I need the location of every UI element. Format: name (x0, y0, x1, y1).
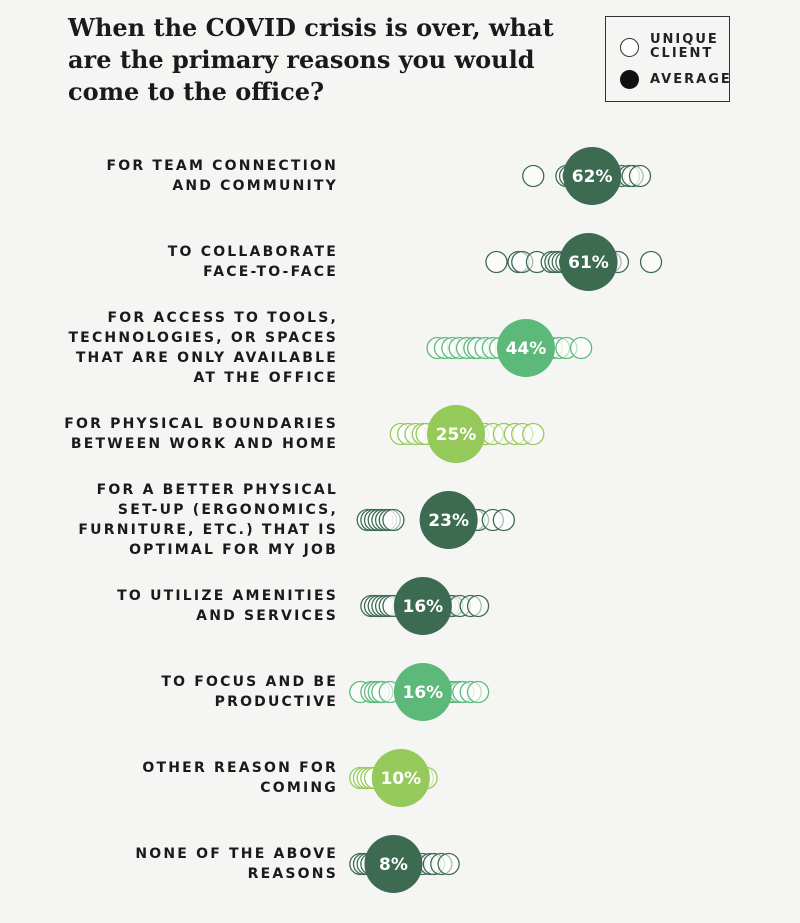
legend-label: AVERAGE (650, 71, 732, 87)
average-point (427, 405, 485, 463)
category-label: TO UTILIZE AMENITIES AND SERVICES (117, 588, 338, 624)
unique-client-point (522, 164, 545, 188)
unique-client-point (628, 164, 652, 188)
unique-client-point (639, 250, 663, 274)
average-data-label: 23% (428, 511, 469, 531)
average-data-label: 8% (379, 855, 408, 875)
chart-legend: UNIQUE CLIENT AVERAGE (605, 16, 730, 102)
category-row: 61% (485, 233, 663, 291)
average-point (364, 835, 423, 893)
category-label: FOR A BETTER PHYSICAL SET-UP (ERGONOMICS,… (78, 482, 338, 558)
unique-client-point (437, 852, 460, 876)
category-label: NONE OF THE ABOVE REASONS (135, 846, 338, 882)
chart-title: When the COVID crisis is over, what are … (68, 13, 554, 106)
category-label: FOR TEAM CONNECTION AND COMMUNITY (106, 158, 338, 194)
average-point (393, 663, 452, 721)
unique-client-point (522, 422, 545, 446)
average-data-label: 10% (380, 769, 421, 789)
average-point (371, 749, 430, 807)
unique-client-point (466, 594, 490, 618)
hollow-circle-icon (620, 37, 639, 57)
unique-client-point (466, 680, 490, 704)
category-label: FOR PHYSICAL BOUNDARIES BETWEEN WORK AND … (64, 416, 338, 452)
unique-client-point (569, 336, 593, 360)
legend-item-average: AVERAGE (620, 70, 732, 89)
category-label: OTHER REASON FOR COMING (142, 760, 338, 796)
category-label: FOR ACCESS TO TOOLS, TECHNOLOGIES, OR SPA… (68, 310, 338, 386)
unique-client-point (492, 508, 515, 532)
unique-client-point (382, 508, 405, 532)
average-point (419, 491, 478, 549)
average-data-label: 61% (568, 253, 609, 273)
filled-circle-icon (620, 70, 639, 89)
category-row: 44% (426, 319, 593, 377)
average-data-label: 44% (506, 339, 547, 359)
average-data-label: 16% (403, 597, 444, 617)
average-point (393, 577, 452, 635)
category-label: TO FOCUS AND BE PRODUCTIVE (161, 674, 338, 710)
category-row: 25% (389, 405, 545, 463)
average-point (496, 319, 555, 377)
category-row: 16% (360, 577, 490, 635)
category-row: 62% (522, 147, 652, 205)
average-point (559, 233, 618, 291)
category-row: 10% (349, 749, 438, 807)
category-row: 16% (349, 663, 490, 721)
legend-label: UNIQUE CLIENT (650, 32, 719, 61)
average-data-label: 16% (403, 683, 444, 703)
category-row: 23% (356, 491, 515, 549)
category-label: TO COLLABORATE FACE-TO-FACE (167, 244, 338, 280)
average-point (563, 147, 622, 205)
category-row: 8% (349, 835, 460, 893)
average-data-label: 25% (436, 425, 477, 445)
unique-client-point (485, 250, 508, 274)
average-data-label: 62% (572, 167, 613, 187)
legend-item-unique-client: UNIQUE CLIENT (620, 33, 719, 61)
